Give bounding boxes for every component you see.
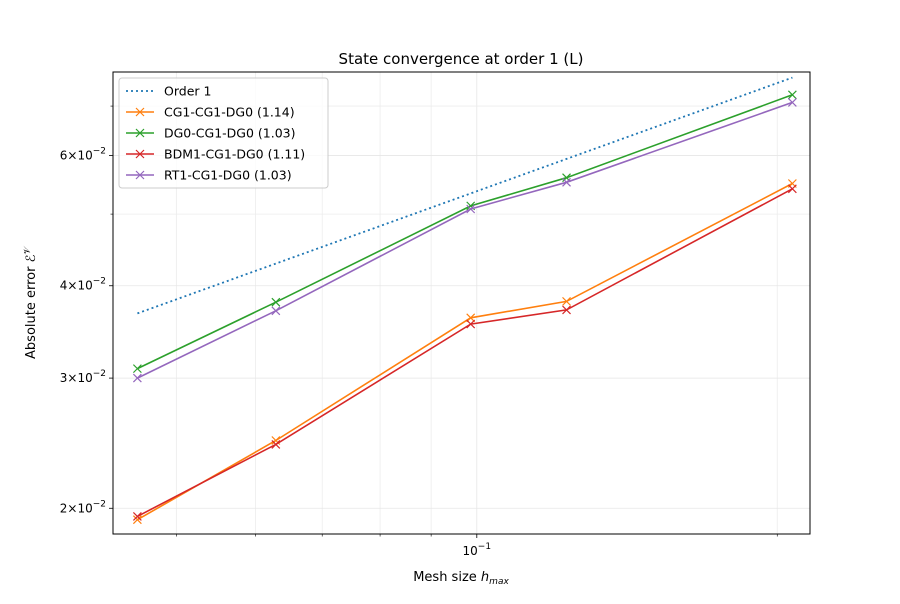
data-point-marker [787,184,797,194]
data-point-marker [787,98,797,107]
plot-frame [112,71,811,535]
data-point-marker [271,440,281,449]
legend-item: BDM1-CG1-DG0 (1.11) [126,147,305,162]
legend-marker [135,128,145,138]
legend-box [118,77,329,189]
data-point-marker [466,204,476,214]
data-point-marker [271,306,281,316]
data-point-marker [562,296,571,306]
series-3 [132,184,797,521]
legend-item: DG0-CG1-DG0 (1.03) [126,126,295,141]
legend-label: CG1-CG1-DG0 (1.14) [164,105,295,120]
data-point-marker [562,305,571,315]
legend-marker [135,107,145,117]
data-point-marker [132,364,142,374]
series-layer [132,76,797,525]
series-4 [132,98,797,383]
y-tick-label: 6×10−2 [60,147,106,163]
legend: Order 1 CG1-CG1-DG0 (1.14) DG0-CG1-DG0 (1.… [118,77,329,189]
data-point-marker [271,297,281,307]
legend-label: Order 1 [164,84,211,99]
data-point-marker [787,90,797,100]
legend-item: CG1-CG1-DG0 (1.14) [126,105,295,120]
data-point-marker [132,373,142,383]
y-axis-label: Absolute error ℰ𝒱 [23,246,39,359]
legend-marker [135,149,145,159]
data-point-marker [132,511,142,521]
y-tick-label: 2×10−2 [60,499,106,515]
x-axis-label: Mesh size hmax [413,570,509,587]
series-0 [137,76,793,315]
legend-label: RT1-CG1-DG0 (1.03) [164,168,292,183]
tick-layer: 10−1 2×10−2 3×10−2 4×10−2 6×10−2 [60,105,778,558]
legend-label: DG0-CG1-DG0 (1.03) [164,126,295,141]
series-1 [132,179,797,525]
legend-item: Order 1 [126,84,211,99]
legend-marker [135,170,145,180]
y-tick-label: 4×10−2 [60,277,106,293]
chart-title: State convergence at order 1 (L) [339,50,584,68]
legend-label: BDM1-CG1-DG0 (1.11) [164,147,305,162]
y-tick-label: 3×10−2 [60,369,106,385]
data-point-marker [466,313,476,323]
series-line [137,76,793,315]
data-point-marker [132,515,142,525]
legend-item: RT1-CG1-DG0 (1.03) [126,168,292,183]
data-point-marker [466,319,476,329]
x-tick-label: 10−1 [463,542,492,558]
legend-items: Order 1 CG1-CG1-DG0 (1.14) DG0-CG1-DG0 (1.… [126,84,305,183]
data-point-marker [562,177,571,187]
